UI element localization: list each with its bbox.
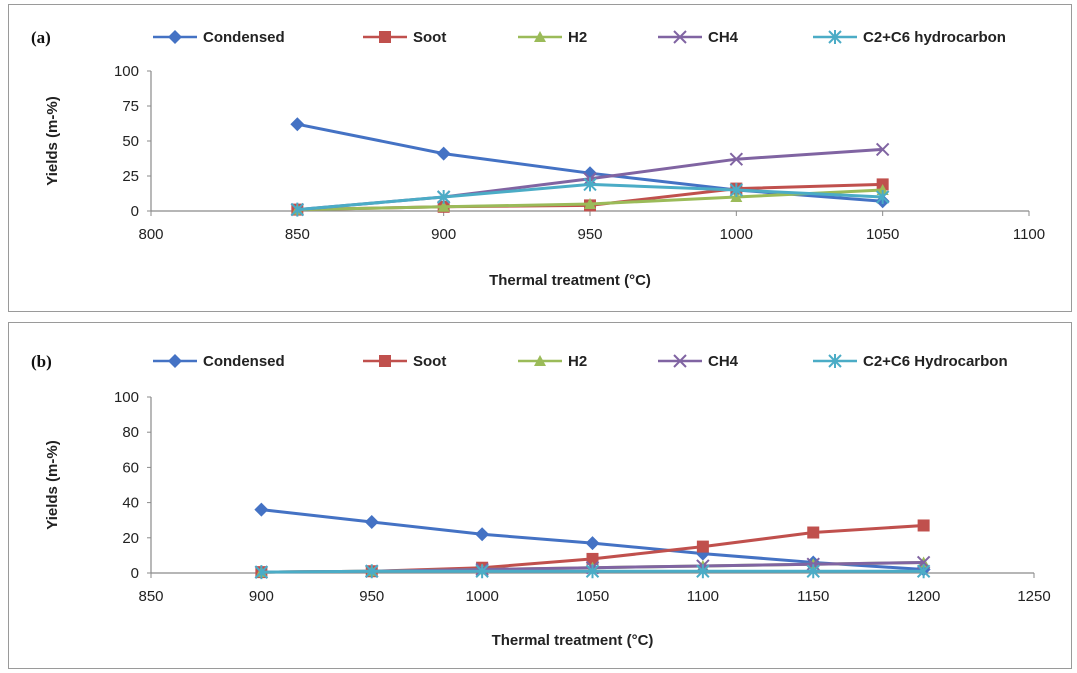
chart-a-panel-label: (a) xyxy=(31,28,51,47)
legend-marker xyxy=(828,354,842,368)
legend-marker xyxy=(379,31,391,43)
chart-a-x-tick-label: 850 xyxy=(285,226,310,243)
data-point xyxy=(583,177,597,192)
chart-b-series-c2-c6-hydrocarbon xyxy=(254,564,931,580)
legend-label: CH4 xyxy=(708,353,739,370)
chart-a-x-tick-label: 800 xyxy=(138,226,163,243)
chart-b-y-tick-label: 80 xyxy=(122,424,139,441)
legend-marker xyxy=(379,355,391,367)
data-point xyxy=(876,184,889,195)
data-point xyxy=(437,200,450,212)
data-point xyxy=(436,190,451,204)
chart-b-x-tick-label: 850 xyxy=(138,588,163,605)
chart-b-y-tick-label: 20 xyxy=(122,530,139,547)
chart-b-y-tick-label: 60 xyxy=(122,459,139,476)
legend-label: Soot xyxy=(413,29,446,46)
data-point xyxy=(729,152,744,166)
legend-marker xyxy=(534,31,546,42)
chart-panel-a: (a) Condensed Soot H2 CH4 C2+C6 hydrocarbon 0 2… xyxy=(8,4,1072,312)
chart-b-x-tick-label: 1000 xyxy=(465,588,498,605)
chart-a-y-tick-label: 0 xyxy=(131,203,139,220)
chart-b-svg: (b) Condensed Soot H2 CH4 C2+C6 Hydrocarbon 0 2… xyxy=(31,352,1051,649)
data-point xyxy=(586,552,599,565)
data-point xyxy=(365,564,379,579)
data-point xyxy=(806,564,820,579)
data-point xyxy=(436,146,451,161)
chart-b-x-axis-title: Thermal treatment (°C) xyxy=(492,632,654,649)
legend-label: CH4 xyxy=(708,29,739,46)
chart-a-y-tick-label: 100 xyxy=(114,63,139,80)
chart-b-y-tick-label: 0 xyxy=(131,565,139,582)
data-point xyxy=(696,540,709,553)
legend-label: C2+C6 Hydrocarbon xyxy=(863,353,1008,370)
chart-a-x-tick-label: 1050 xyxy=(866,226,899,243)
legend-marker xyxy=(828,30,842,44)
chart-a-x-tick-label: 1000 xyxy=(720,226,753,243)
chart-b-legend-item-condensed: Condensed xyxy=(153,353,285,370)
chart-b-legend-item-ch4: CH4 xyxy=(658,353,739,370)
data-point xyxy=(475,564,489,579)
legend-marker xyxy=(673,30,687,44)
chart-b-legend-item-h2: H2 xyxy=(518,353,587,370)
chart-a-y-axis-title: Yields (m-%) xyxy=(44,96,61,185)
data-point xyxy=(254,565,269,580)
legend-marker xyxy=(534,355,546,366)
legend-label: Condensed xyxy=(203,353,285,370)
legend-label: H2 xyxy=(568,353,587,370)
legend-label: H2 xyxy=(568,29,587,46)
data-point xyxy=(585,536,600,551)
legend-marker xyxy=(168,354,182,368)
legend-label: Condensed xyxy=(203,29,285,46)
data-point xyxy=(254,502,269,517)
chart-b-x-tick-label: 1050 xyxy=(576,588,609,605)
data-point xyxy=(290,117,305,132)
chart-b-y-axis-title: Yields (m-%) xyxy=(44,440,61,529)
chart-b-y-tick-label: 40 xyxy=(122,495,139,512)
data-point xyxy=(729,183,744,197)
legend-marker xyxy=(168,30,182,44)
chart-a-y-tick-label: 25 xyxy=(122,168,139,185)
chart-a-legend-item-h2: H2 xyxy=(518,29,587,46)
data-point xyxy=(364,514,379,529)
legend-label: C2+C6 hydrocarbon xyxy=(863,29,1006,46)
data-point xyxy=(585,564,600,579)
chart-a-legend-item-ch4: CH4 xyxy=(658,29,739,46)
chart-a-svg: (a) Condensed Soot H2 CH4 C2+C6 hydrocarbon 0 2… xyxy=(31,28,1045,289)
chart-a-x-axis-title: Thermal treatment (°C) xyxy=(489,272,651,289)
chart-b-x-tick-label: 950 xyxy=(359,588,384,605)
data-point xyxy=(875,190,890,204)
data-point xyxy=(584,198,596,209)
legend-label: Soot xyxy=(413,353,446,370)
data-point xyxy=(290,202,305,217)
chart-b-x-tick-label: 1150 xyxy=(797,588,829,605)
data-point xyxy=(916,564,931,579)
data-point xyxy=(696,564,710,579)
chart-a-x-tick-label: 900 xyxy=(431,226,456,243)
chart-b-x-tick-label: 900 xyxy=(249,588,274,605)
data-point xyxy=(807,526,820,539)
chart-a-series-c2-c6-hydrocarbon xyxy=(290,177,890,217)
chart-panel-b: (b) Condensed Soot H2 CH4 C2+C6 Hydrocarbon 0 2… xyxy=(8,322,1072,669)
chart-a-y-tick-label: 50 xyxy=(122,133,139,150)
chart-b-legend-item-c2-c6-hydrocarbon: C2+C6 Hydrocarbon xyxy=(813,353,1008,370)
data-point xyxy=(475,527,490,542)
chart-a-legend-item-c2-c6-hydrocarbon: C2+C6 hydrocarbon xyxy=(813,29,1006,46)
chart-a-legend-item-condensed: Condensed xyxy=(153,29,285,46)
chart-b-x-tick-label: 1100 xyxy=(687,588,719,605)
chart-a-legend-item-soot: Soot xyxy=(363,29,446,46)
chart-b-panel-label: (b) xyxy=(31,352,52,371)
chart-b-legend-item-soot: Soot xyxy=(363,353,446,370)
chart-a-y-tick-label: 75 xyxy=(122,98,139,115)
chart-a-x-tick-label: 1100 xyxy=(1013,226,1045,243)
chart-b-x-tick-label: 1250 xyxy=(1017,588,1050,605)
legend-marker xyxy=(673,354,687,368)
data-point xyxy=(875,142,890,157)
data-point xyxy=(917,519,930,532)
chart-b-x-tick-label: 1200 xyxy=(907,588,940,605)
chart-b-y-tick-label: 100 xyxy=(114,389,139,406)
chart-a-x-tick-label: 950 xyxy=(577,226,602,243)
